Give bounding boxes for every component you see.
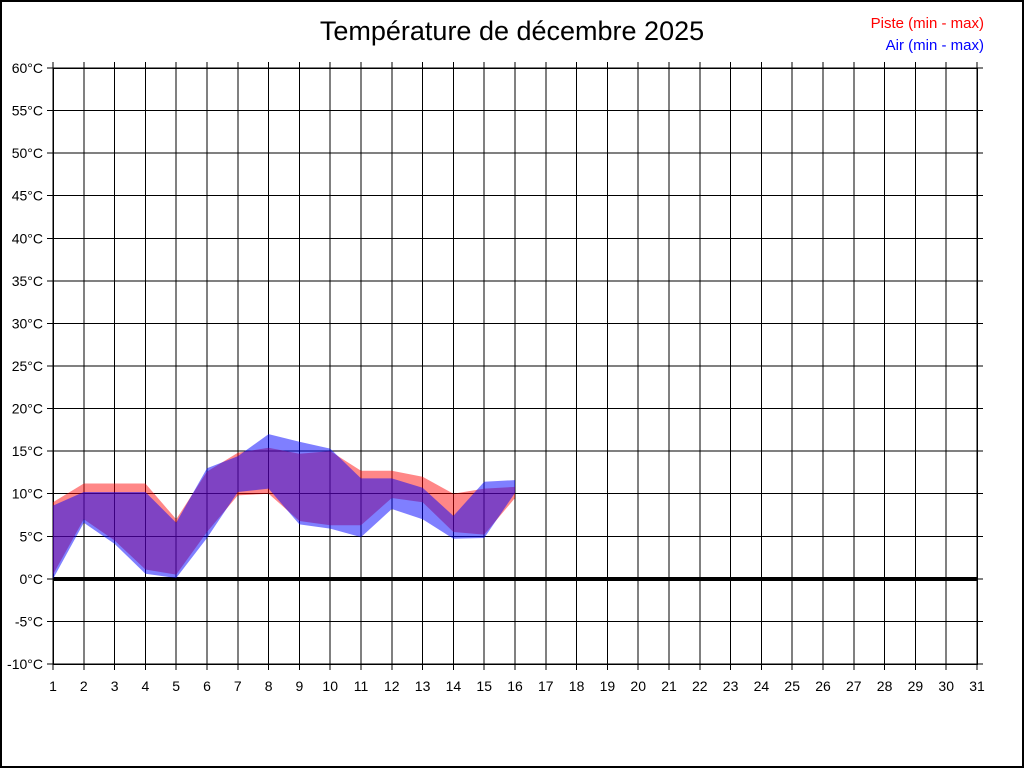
chart-legend: Piste (min - max) Air (min - max) [871,13,984,57]
y-tick-label: 5°C [20,528,44,544]
x-tick-label: 22 [692,678,708,694]
y-tick-label: 40°C [12,230,43,246]
y-tick-label: 0°C [20,571,44,587]
x-tick-label: 14 [446,678,462,694]
air-minmax-band [53,434,515,579]
x-tick-label: 8 [265,678,273,694]
y-tick-label: 20°C [12,401,43,417]
x-tick-label: 4 [142,678,150,694]
y-tick-label: 15°C [12,443,43,459]
legend-air-label: Air (min - max) [885,37,984,54]
x-tick-label: 28 [877,678,893,694]
y-tick-label: 25°C [12,358,43,374]
x-tick-label: 10 [322,678,338,694]
x-tick-label: 5 [172,678,180,694]
x-tick-label: 15 [476,678,492,694]
x-tick-label: 19 [600,678,616,694]
y-tick-label: 60°C [12,60,43,76]
y-tick-label: 45°C [12,188,43,204]
x-tick-label: 21 [661,678,677,694]
x-tick-label: 7 [234,678,242,694]
y-tick-label: 50°C [12,145,43,161]
x-tick-label: 29 [908,678,924,694]
x-tick-label: 20 [630,678,646,694]
x-tick-label: 2 [80,678,88,694]
x-tick-label: 27 [846,678,862,694]
y-tick-label: 35°C [12,273,43,289]
x-tick-label: 24 [754,678,770,694]
y-tick-label: 55°C [12,103,43,119]
x-tick-label: 1 [49,678,57,694]
chart-title: Température de décembre 2025 [319,16,705,46]
x-tick-label: 30 [938,678,954,694]
x-tick-label: 12 [384,678,400,694]
legend-piste-label: Piste (min - max) [870,15,984,32]
y-tick-label: 30°C [12,315,43,331]
x-tick-label: 17 [538,678,554,694]
y-tick-label: -5°C [15,613,43,629]
x-tick-label: 18 [569,678,585,694]
y-tick-label: -10°C [7,656,43,672]
x-tick-label: 13 [415,678,431,694]
x-tick-label: 25 [784,678,800,694]
x-tick-label: 3 [111,678,119,694]
x-tick-label: 6 [203,678,211,694]
x-tick-label: 9 [296,678,304,694]
x-tick-label: 23 [723,678,739,694]
x-tick-label: 31 [969,678,985,694]
x-tick-label: 26 [815,678,831,694]
y-tick-label: 10°C [12,486,43,502]
x-tick-label: 16 [507,678,523,694]
x-tick-label: 11 [354,678,369,694]
